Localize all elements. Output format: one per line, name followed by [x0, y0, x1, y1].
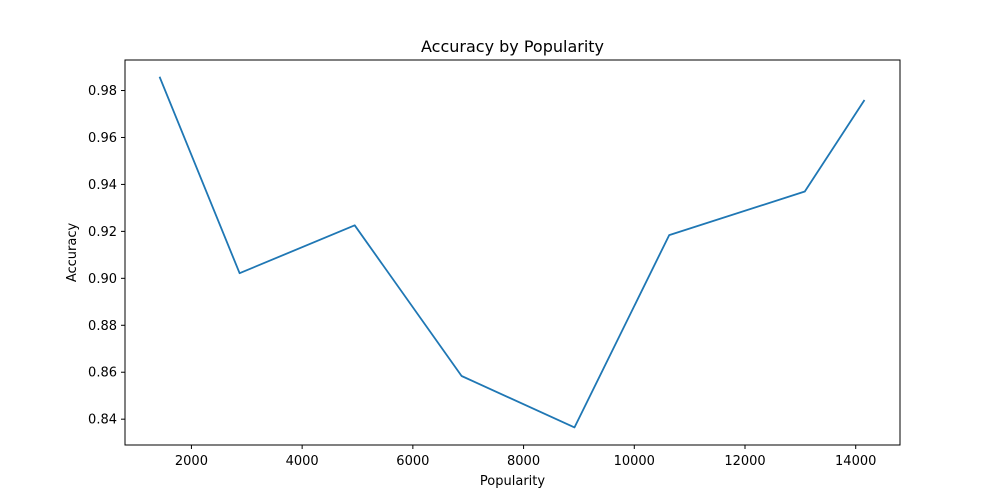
x-axis-label: Popularity	[480, 474, 545, 489]
x-tick-label: 8000	[507, 454, 540, 469]
y-tick-label: 0.88	[88, 319, 117, 334]
x-tick-label: 4000	[286, 454, 319, 469]
y-tick-label: 0.94	[88, 178, 117, 193]
y-tick-label: 0.92	[88, 225, 117, 240]
y-tick-label: 0.90	[88, 272, 117, 287]
y-tick-label: 0.98	[88, 84, 117, 99]
y-tick-label: 0.96	[88, 131, 117, 146]
x-tick-label: 14000	[835, 454, 876, 469]
series-line	[158, 76, 866, 429]
x-tick-label: 10000	[614, 454, 655, 469]
x-tick-label: 6000	[396, 454, 429, 469]
x-tick-label: 2000	[175, 454, 208, 469]
y-tick-label: 0.84	[88, 413, 117, 428]
plot-area	[158, 76, 866, 429]
y-tick-label: 0.86	[88, 366, 117, 381]
chart-title: Accuracy by Popularity	[421, 37, 604, 56]
x-tick-label: 12000	[724, 454, 765, 469]
plot-frame	[124, 59, 901, 446]
y-axis: 0.84 0.86 0.88 0.90 0.92 0.94 0.96 0.98	[88, 84, 125, 428]
x-axis: 2000 4000 6000 8000 10000 12000 14000	[175, 445, 876, 469]
y-axis-label: Accuracy	[65, 223, 80, 283]
